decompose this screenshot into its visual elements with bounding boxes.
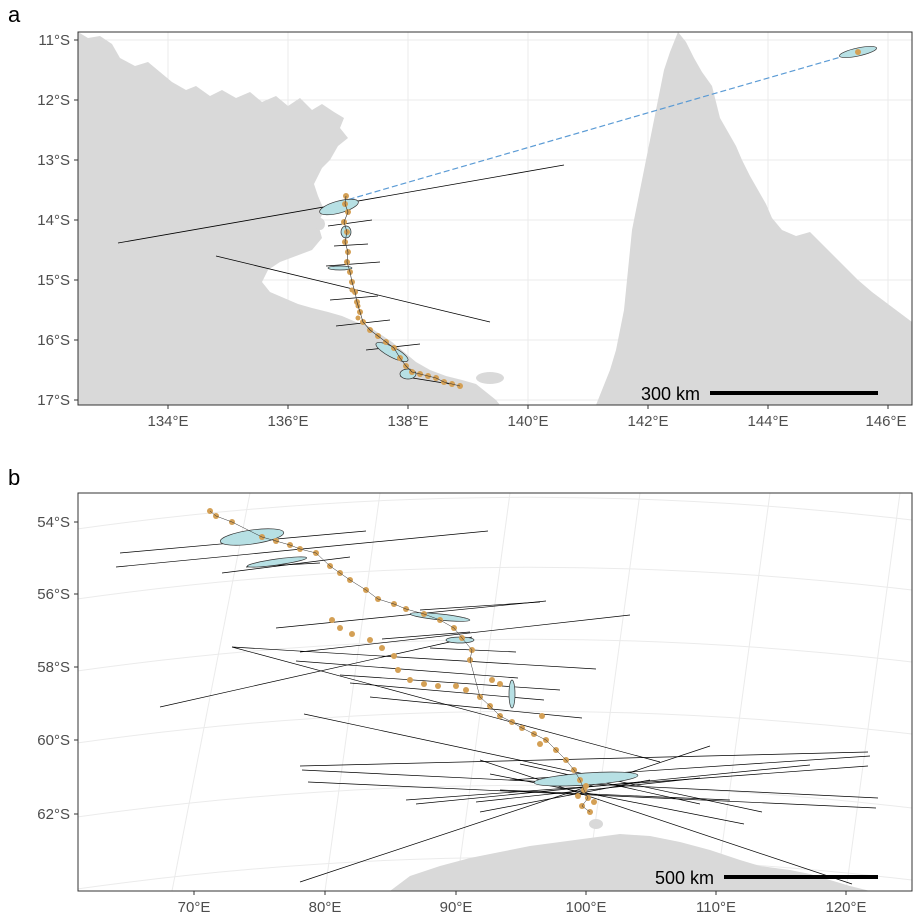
panel-a-label: a <box>8 2 21 27</box>
panel-b-y-axis: 54°S 56°S 58°S 60°S 62°S <box>37 514 78 823</box>
panel-a-ytick: 12°S <box>37 92 70 109</box>
panel-a-xtick: 136°E <box>267 413 308 430</box>
panel-a: a <box>8 2 913 430</box>
panel-b-scale-bar-label: 500 km <box>655 868 714 888</box>
panel-a-x-axis: 134°E 136°E 138°E 140°E 142°E 144°E 146°… <box>147 405 907 430</box>
panel-a-ytick: 15°S <box>37 272 70 289</box>
land-northern-territory <box>78 32 500 405</box>
land-cape-york <box>596 32 912 405</box>
panel-a-scale-bar-label: 300 km <box>641 384 700 404</box>
panel-a-ytick: 11°S <box>38 32 70 49</box>
panel-b-x-axis: 70°E 80°E 90°E 100°E 110°E 120°E <box>178 891 867 916</box>
panel-b: b <box>8 465 913 916</box>
panel-b-ytick: 58°S <box>37 659 70 676</box>
panel-a-error-lines <box>117 164 565 385</box>
panel-a-track-line <box>343 195 461 387</box>
panel-b-xtick: 120°E <box>825 899 866 916</box>
panel-b-xtick: 70°E <box>178 899 211 916</box>
panel-b-ytick: 56°S <box>37 586 70 603</box>
panel-b-label: b <box>8 465 20 490</box>
panel-b-xtick: 90°E <box>440 899 473 916</box>
panel-b-ytick: 60°S <box>37 732 70 749</box>
panel-b-xtick: 110°E <box>696 899 736 916</box>
panel-a-scale-bar: 300 km <box>641 384 878 404</box>
panel-a-xtick: 144°E <box>747 413 788 430</box>
panel-a-ytick: 14°S <box>37 212 70 229</box>
panel-a-xtick: 140°E <box>507 413 548 430</box>
panel-a-xtick: 138°E <box>387 413 428 430</box>
panel-b-gridlines <box>78 493 912 891</box>
panel-a-ytick: 16°S <box>37 332 70 349</box>
panel-a-ytick: 17°S <box>37 392 70 409</box>
panel-b-track-points <box>207 508 597 815</box>
panel-a-xtick: 134°E <box>147 413 188 430</box>
panel-b-ytick: 62°S <box>37 806 70 823</box>
panel-a-ytick: 13°S <box>37 152 70 169</box>
panel-b-xtick: 100°E <box>565 899 606 916</box>
panel-b-track-line <box>209 510 591 813</box>
panel-b-xtick: 80°E <box>309 899 342 916</box>
panel-a-xtick: 146°E <box>865 413 906 430</box>
panel-b-scale-bar: 500 km <box>655 868 878 888</box>
panel-a-y-axis: 11°S 12°S 13°S 14°S 15°S 16°S 17°S <box>37 32 78 409</box>
panel-a-xtick: 142°E <box>627 413 668 430</box>
panel-b-ytick: 54°S <box>37 514 70 531</box>
